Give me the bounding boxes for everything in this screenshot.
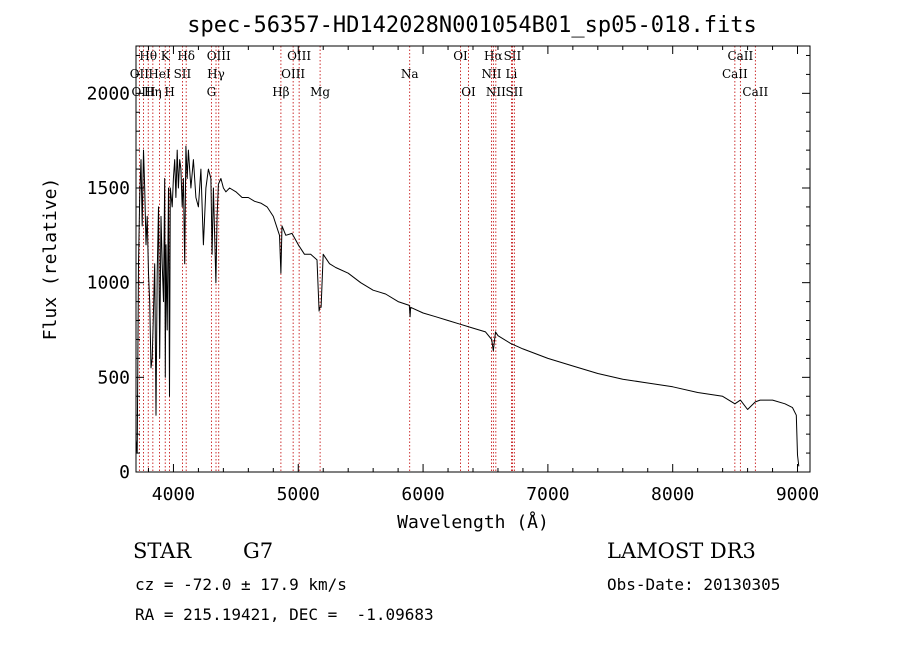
coordinates: RA = 215.19421, DEC = -1.09683 [135,605,434,624]
spectral-line-label-15: Mg [310,85,330,99]
y-tick-label-3: 1500 [87,178,130,199]
spectrum-series-0 [135,145,800,467]
spectral-line-label-5: Hη [144,85,162,99]
spectral-line-label-9: OIII [207,49,231,63]
redshift-readout: cz = -72.0 ± 17.9 km/s [135,575,347,594]
spectral-line-label-8: H [164,85,174,99]
spectral-line-label-25: CaII [727,49,753,63]
y-tick-label-4: 2000 [87,83,130,104]
y-tick-label-1: 500 [97,367,130,388]
spectral-line-label-0: Hθ [139,49,157,63]
chart-title: spec-56357-HD142028N001054B01_sp05-018.f… [187,13,757,38]
spectral-line-label-24: SII [505,85,523,99]
x-tick-label-5: 9000 [776,484,819,505]
spectral-line-label-16: Na [401,67,419,81]
x-tick-label-2: 6000 [401,484,444,505]
object-subclass: G7 [243,539,274,563]
x-tick-label-1: 5000 [277,484,320,505]
x-tick-label-3: 7000 [526,484,569,505]
x-tick-label-0: 4000 [152,484,195,505]
survey-name: LAMOST DR3 [607,539,756,563]
spectral-line-label-26: CaII [722,67,748,81]
spectral-line-label-19: Hα [484,49,503,63]
y-tick-label-0: 0 [119,462,130,483]
spectral-line-label-14: Hβ [272,85,289,99]
y-axis-label: Flux (relative) [40,178,61,341]
spectral-line-label-11: G [207,85,217,99]
spectral-line-label-6: Hδ [177,49,195,63]
y-tick-label-2: 1000 [87,273,130,294]
spectral-line-label-17: OI [453,49,468,63]
spectral-line-label-18: OI [461,85,476,99]
axes-layer: 4000 5000 6000 7000 8000 9000 0 500 1000 1500 2000 [87,46,819,505]
plot-frame [135,45,811,473]
spectral-line-label-2: OIII [131,85,155,99]
spectral-line-label-3: K [161,49,171,63]
spectral-line-label-7: SII [174,67,192,81]
spectral-line-label-21: NII [486,85,506,99]
series-layer [135,145,800,467]
spectral-line-label-23: Li [506,67,518,81]
obs-date: Obs-Date: 20130305 [607,575,781,594]
spectral-line-label-13: OIII [281,67,305,81]
spectral-line-label-4: HeI [148,67,171,81]
spectral-line-label-22: SII [504,49,522,63]
spectral-line-label-20: NII [481,67,501,81]
spectral-line-label-27: CaII [742,85,768,99]
spectral-line-label-12: OIII [287,49,311,63]
x-tick-label-4: 8000 [651,484,694,505]
object-class: STAR [133,539,192,563]
spectral-line-label-10: Hγ [207,67,225,81]
x-axis-label: Wavelength (Å) [397,511,549,533]
